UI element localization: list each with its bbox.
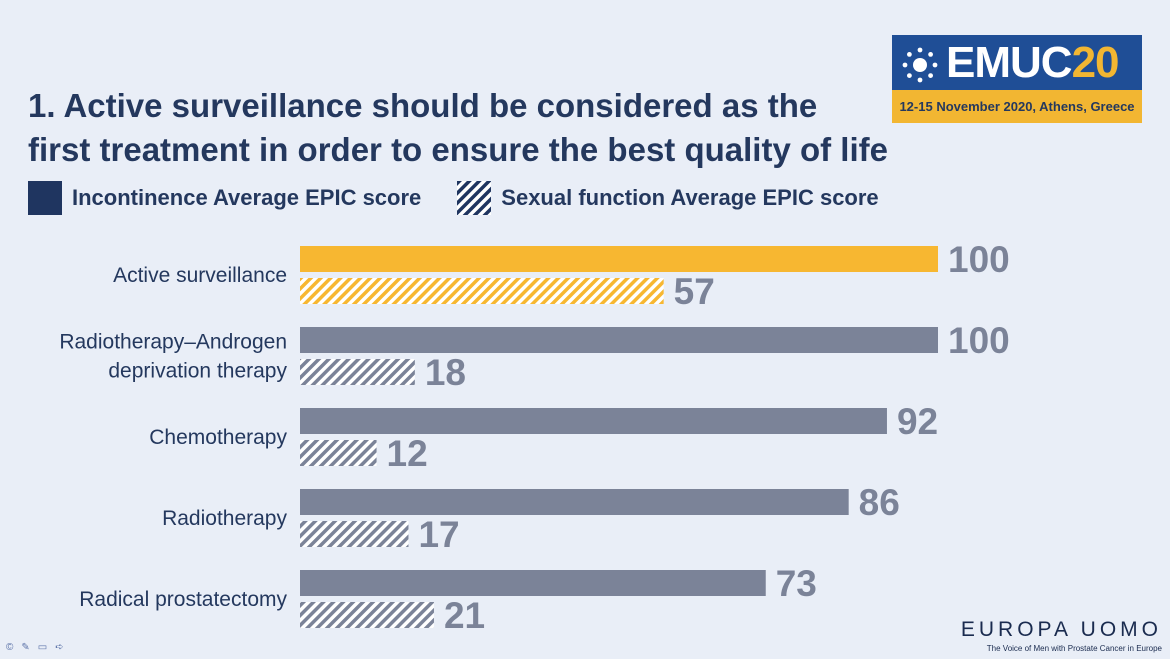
logo-banner: EMUC20 [892,35,1142,90]
pointer-icon[interactable]: ➪ [55,642,64,653]
logo-subtitle: 12-15 November 2020, Athens, Greece [892,90,1142,123]
bar-incontinence-radiotherapy [300,489,849,515]
bar-sexual-chemotherapy [300,440,377,466]
bar-sexual-radiotherapy [300,521,409,547]
value-label: 73 [776,563,817,604]
chart-title: 1. Active surveillance should be conside… [28,84,928,172]
value-label: 21 [444,595,485,630]
value-label: 86 [859,482,900,523]
europa-uomo-logo: EUROPA UOMO The Voice of Men with Prosta… [961,618,1162,653]
bar-sexual-active-surveillance [300,278,664,304]
bar-sexual-radiotherapy-androgen-deprivation-therapy [300,359,415,385]
slides-icon[interactable]: ▭ [37,642,48,653]
legend-item-sexual: Sexual function Average EPIC score [457,181,879,215]
chart-title-line2: first treatment in order to ensure the b… [28,131,888,168]
logo-name: EMUC20 [946,37,1120,88]
legend-label-sexual: Sexual function Average EPIC score [501,185,879,210]
chart-legend: Incontinence Average EPIC score Sexual f… [28,180,915,216]
copyright-icon[interactable]: © [6,642,14,653]
bar-incontinence-active-surveillance [300,246,938,272]
value-label: 100 [948,239,1010,280]
bar-incontinence-radiotherapy-androgen-deprivation-therapy [300,327,938,353]
bar-incontinence-radical-prostatectomy [300,570,766,596]
legend-item-incontinence: Incontinence Average EPIC score [28,181,421,215]
footer-tagline: The Voice of Men with Prostate Cancer in… [986,644,1162,653]
category-label: deprivation therapy [108,360,287,383]
value-label: 18 [425,352,466,393]
sun-icon [902,47,938,82]
logo-name-part2: 20 [1071,37,1120,87]
chart-title-line1: 1. Active surveillance should be conside… [28,87,818,124]
legend-swatch-hatched [457,181,492,215]
value-label: 57 [674,271,715,312]
emuc20-logo: EMUC20 12-15 November 2020, Athens, Gree… [892,35,1142,123]
category-label: Radiotherapy [162,507,287,530]
category-label: Radical prostatectomy [79,588,287,611]
value-label: 100 [948,320,1010,361]
value-label: 12 [387,433,428,474]
bar-sexual-radical-prostatectomy [300,602,434,628]
category-label: Active surveillance [113,264,287,287]
footer-brand: EUROPA UOMO [960,618,1162,641]
logo-name-part1: EMUC [946,37,1073,87]
bar-incontinence-chemotherapy [300,408,887,434]
category-label: Radiotherapy–Androgen [59,331,287,354]
category-label: Chemotherapy [149,426,287,449]
legend-swatch-solid [28,181,62,215]
bar-chart: Active surveillance 100 57 Radiotherapy–And… [59,239,1010,630]
value-label: 92 [897,401,938,442]
value-label: 17 [418,514,459,555]
legend-label-incontinence: Incontinence Average EPIC score [72,185,422,210]
pen-icon[interactable]: ✎ [21,642,30,653]
player-controls: © ✎ ▭ ➪ [6,642,64,653]
